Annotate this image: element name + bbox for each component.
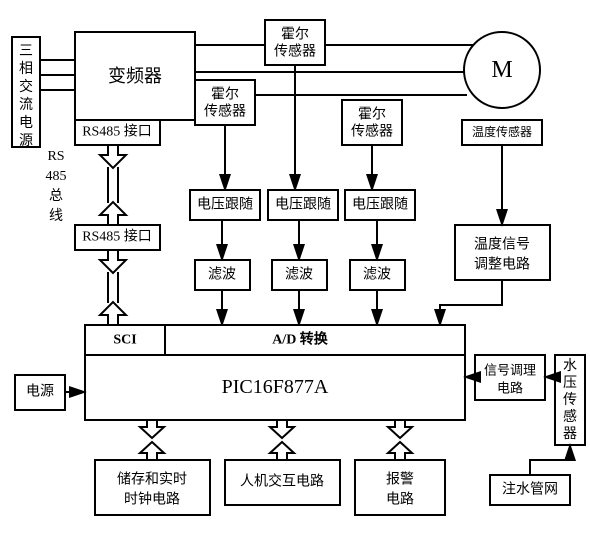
vfollow2-label: 电压跟随 bbox=[275, 197, 331, 213]
rs485a-label: RS485 接口 bbox=[82, 123, 152, 140]
pipenet-label: 注水管网 bbox=[502, 482, 558, 498]
power3-l3: 交 bbox=[19, 78, 33, 95]
power-label: 电源 bbox=[26, 384, 54, 400]
alarm-l1: 报警 bbox=[386, 472, 414, 488]
vfollow1-label: 电压跟随 bbox=[197, 197, 253, 213]
tempcond-l2: 调整电路 bbox=[474, 257, 530, 273]
filter2-label: 滤波 bbox=[285, 267, 313, 283]
bus-l2: 485 bbox=[46, 169, 67, 184]
hall3-l1: 霍尔 bbox=[358, 107, 386, 123]
tempcond-l1: 温度信号 bbox=[474, 237, 530, 253]
power3-l5: 电 bbox=[19, 115, 33, 131]
arrow-down-icon bbox=[100, 145, 126, 168]
power3-l4: 流 bbox=[19, 97, 33, 113]
sigcond-l2: 电路 bbox=[497, 381, 523, 396]
vfd-label: 变频器 bbox=[108, 66, 162, 86]
press-l4: 感 bbox=[563, 408, 577, 425]
power3-l1: 三 bbox=[19, 44, 33, 59]
hall2-l2: 传感器 bbox=[204, 103, 246, 120]
motor-label: M bbox=[491, 57, 512, 83]
hall1-l1: 霍尔 bbox=[281, 27, 309, 43]
rs485b-label: RS485 接口 bbox=[82, 228, 152, 245]
adc-label: A/D 转换 bbox=[272, 331, 329, 348]
sigcond-l1: 信号调理 bbox=[484, 363, 536, 378]
press-l3: 传 bbox=[563, 392, 577, 408]
filter3-label: 滤波 bbox=[363, 267, 391, 283]
press-l5: 器 bbox=[563, 427, 577, 442]
hall3-l2: 传感器 bbox=[351, 123, 393, 140]
power3-l2: 相 bbox=[19, 61, 33, 77]
block-diagram: 三 相 交 流 电 源 变频器 RS485 接口 RS 485 总 线 RS48… bbox=[0, 0, 590, 533]
vfollow3-label: 电压跟随 bbox=[352, 197, 408, 213]
alarm-l2: 电路 bbox=[386, 492, 414, 508]
power3-l6: 源 bbox=[19, 133, 33, 149]
bus-l1: RS bbox=[47, 149, 64, 164]
storage-l1: 储存和实时 bbox=[117, 472, 187, 488]
press-l1: 水 bbox=[563, 358, 577, 374]
sci-label: SCI bbox=[113, 333, 136, 348]
bus-l3: 总 bbox=[49, 188, 63, 204]
arrow-up-icon bbox=[100, 202, 126, 225]
mcu-label: PIC16F877A bbox=[222, 376, 329, 398]
hall1-l2: 传感器 bbox=[274, 43, 316, 60]
press-l2: 压 bbox=[563, 376, 577, 391]
filter1-label: 滤波 bbox=[208, 267, 236, 283]
bus-l4: 线 bbox=[49, 208, 63, 224]
storage-l2: 时钟电路 bbox=[124, 491, 180, 508]
temp-sensor-label: 温度传感器 bbox=[472, 124, 532, 139]
hall2-l1: 霍尔 bbox=[211, 87, 239, 103]
hmi-label: 人机交互电路 bbox=[240, 473, 324, 490]
